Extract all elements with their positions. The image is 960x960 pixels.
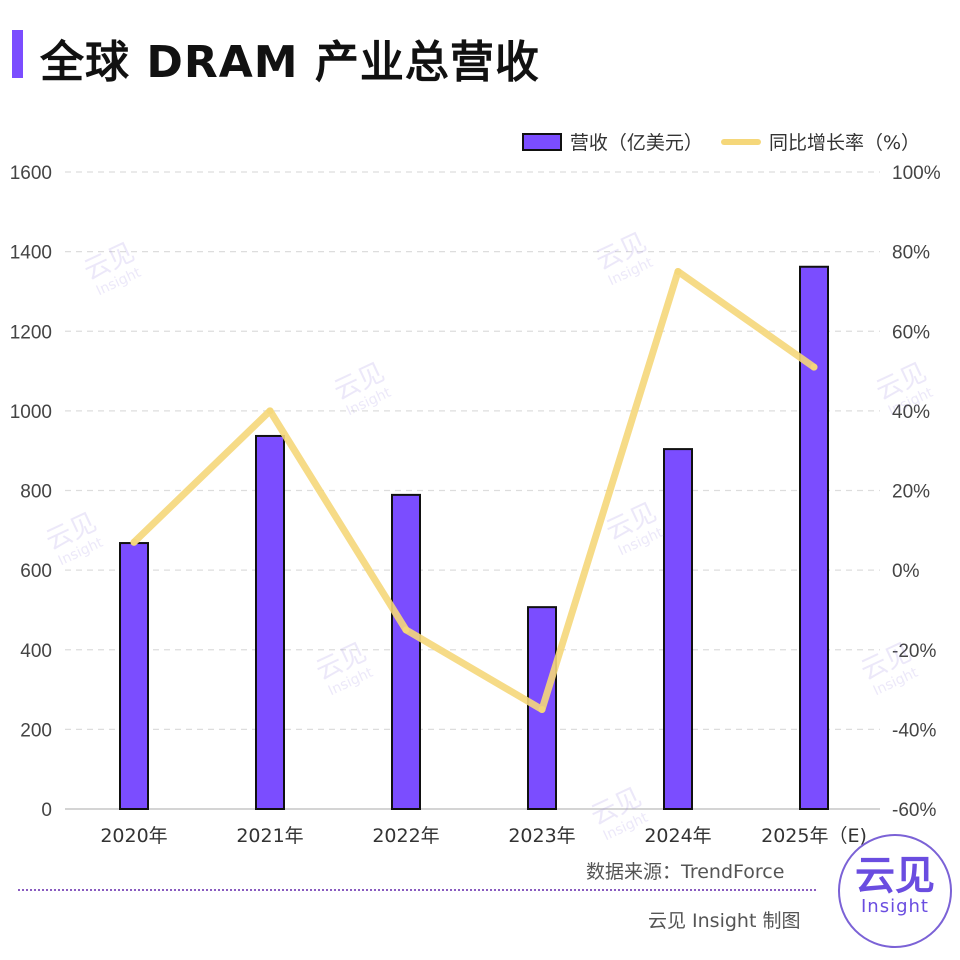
x-tick-label: 2025年（E) xyxy=(761,825,867,847)
y-tick-label: 600 xyxy=(20,561,52,582)
x-tick-label: 2020年 xyxy=(100,825,167,847)
y2-tick-label: -60% xyxy=(892,800,936,821)
legend-bar-swatch xyxy=(521,132,562,151)
bar xyxy=(663,448,693,810)
y2-tick-label: 40% xyxy=(892,402,930,423)
y-tick-label: 200 xyxy=(20,720,52,741)
y2-tick-label: 60% xyxy=(892,322,930,343)
chart-title: 全球 DRAM 产业总营收 xyxy=(40,37,540,88)
credit: 云见 Insight 制图 xyxy=(648,910,801,932)
y-tick-label: 400 xyxy=(20,641,52,662)
y-tick-label: 1000 xyxy=(10,402,52,423)
x-tick-label: 2022年 xyxy=(372,825,439,847)
bar xyxy=(255,434,285,810)
y2-tick-label: -20% xyxy=(892,641,936,662)
legend-line-label: 同比增长率（%） xyxy=(768,132,920,154)
x-tick-label: 2021年 xyxy=(236,825,303,847)
y2-tick-label: 0% xyxy=(892,561,920,582)
legend-bar-label: 营收（亿美元） xyxy=(569,132,703,154)
y-tick-label: 1200 xyxy=(10,322,52,343)
divider xyxy=(18,889,816,891)
logo: 云见 Insight xyxy=(838,834,952,948)
growth-point xyxy=(674,268,682,276)
x-tick-label: 2023年 xyxy=(508,825,575,847)
data-source: 数据来源：TrendForce xyxy=(586,861,785,883)
logo-cn: 云见 xyxy=(855,853,935,899)
y2-tick-label: 100% xyxy=(892,163,941,184)
y-tick-label: 0 xyxy=(41,800,52,821)
y-tick-label: 1400 xyxy=(10,243,52,264)
y2-tick-label: 20% xyxy=(892,482,930,503)
growth-line xyxy=(130,268,818,713)
y2-tick-label: 80% xyxy=(892,243,930,264)
x-tick-label: 2024年 xyxy=(644,825,711,847)
growth-point xyxy=(402,626,410,634)
y-tick-label: 800 xyxy=(20,482,52,503)
growth-point xyxy=(538,705,546,713)
bar xyxy=(391,493,421,810)
growth-point xyxy=(266,407,274,415)
growth-point xyxy=(810,363,818,371)
title-accent-bar xyxy=(12,30,23,78)
bar xyxy=(119,542,149,810)
bar xyxy=(799,265,829,811)
logo-en: Insight xyxy=(861,896,929,917)
y2-tick-label: -40% xyxy=(892,720,936,741)
legend: 营收（亿美元） 同比增长率（%） xyxy=(521,128,920,155)
growth-point xyxy=(130,538,138,546)
y-tick-label: 1600 xyxy=(10,163,52,184)
legend-line-swatch xyxy=(720,138,761,145)
